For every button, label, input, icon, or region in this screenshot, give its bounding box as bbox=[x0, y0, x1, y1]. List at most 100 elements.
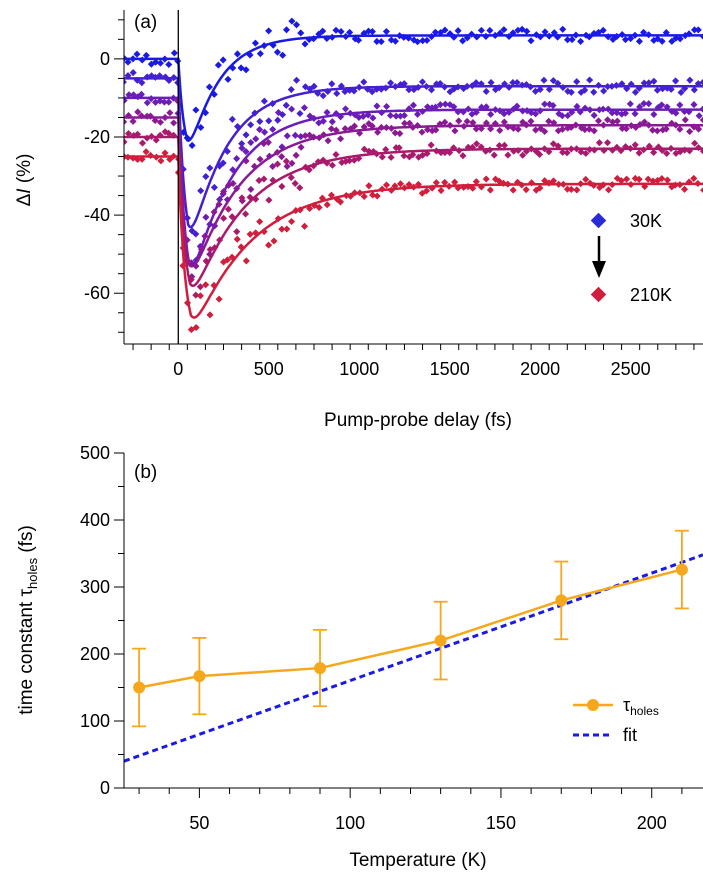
data-point bbox=[152, 58, 160, 66]
data-point bbox=[519, 151, 527, 159]
data-point bbox=[161, 149, 169, 157]
data-point bbox=[382, 27, 390, 36]
legend-fit-label: fit bbox=[623, 725, 637, 745]
data-point bbox=[631, 141, 639, 149]
panel-a-series-group bbox=[124, 17, 703, 334]
data-point bbox=[581, 126, 589, 134]
data-point bbox=[251, 39, 259, 47]
data-point bbox=[604, 116, 612, 124]
data-point bbox=[406, 119, 414, 127]
data-point bbox=[288, 105, 296, 113]
data-point bbox=[686, 76, 694, 84]
data-point bbox=[436, 101, 444, 109]
data-point bbox=[650, 148, 658, 156]
data-point bbox=[256, 155, 264, 163]
data-point bbox=[568, 36, 576, 44]
x-tick-label: 2500 bbox=[611, 359, 651, 379]
data-point bbox=[391, 129, 399, 137]
data-point bbox=[386, 111, 395, 120]
data-point bbox=[487, 110, 495, 118]
data-point bbox=[694, 26, 702, 34]
data-point bbox=[613, 117, 621, 125]
data-point bbox=[323, 201, 331, 209]
x-tick-label: 50 bbox=[189, 813, 209, 833]
data-point bbox=[618, 124, 626, 132]
data-point bbox=[695, 112, 703, 120]
data-point bbox=[500, 110, 508, 118]
data-point bbox=[599, 26, 607, 34]
data-point bbox=[621, 109, 629, 117]
data-point bbox=[336, 198, 345, 206]
data-point bbox=[441, 178, 449, 186]
data-point bbox=[676, 125, 684, 133]
data-point bbox=[513, 78, 521, 87]
data-point bbox=[391, 37, 399, 45]
data-point bbox=[608, 109, 616, 117]
tau-holes-point bbox=[193, 670, 206, 683]
data-point bbox=[242, 131, 250, 139]
data-point bbox=[256, 50, 264, 58]
data-point bbox=[378, 153, 386, 161]
data-point bbox=[215, 295, 223, 303]
data-point bbox=[377, 38, 385, 46]
data-point bbox=[138, 79, 146, 87]
data-point bbox=[482, 87, 490, 95]
data-point bbox=[676, 101, 684, 109]
data-point bbox=[423, 36, 431, 44]
legend-to-label: 210K bbox=[630, 285, 672, 305]
data-point bbox=[590, 127, 598, 135]
data-point bbox=[233, 228, 241, 236]
data-point bbox=[219, 159, 227, 167]
data-point bbox=[690, 174, 698, 182]
data-point bbox=[165, 60, 173, 69]
data-point bbox=[536, 85, 544, 94]
data-point bbox=[631, 110, 639, 118]
data-point bbox=[287, 86, 295, 94]
data-point bbox=[414, 110, 422, 118]
data-point bbox=[282, 26, 291, 34]
data-point bbox=[192, 230, 200, 238]
data-point bbox=[487, 78, 495, 87]
data-point bbox=[573, 102, 581, 110]
data-point bbox=[459, 37, 467, 45]
data-point bbox=[441, 26, 449, 34]
data-point bbox=[202, 173, 210, 181]
data-point bbox=[206, 311, 214, 319]
data-point bbox=[463, 117, 471, 125]
y-tick-label: -60 bbox=[84, 283, 110, 303]
data-point bbox=[472, 178, 480, 186]
data-point bbox=[282, 157, 290, 165]
panel-a-y-label-prefix: Δ bbox=[14, 193, 35, 206]
data-point bbox=[124, 78, 127, 86]
data-point bbox=[401, 119, 409, 127]
panel-a-x-axis-label: Pump-probe delay (fs) bbox=[324, 410, 512, 431]
data-point bbox=[427, 141, 435, 149]
data-point bbox=[205, 83, 213, 91]
data-point bbox=[137, 90, 145, 98]
tau-holes-point bbox=[133, 681, 146, 694]
data-point bbox=[621, 36, 630, 44]
data-point bbox=[663, 176, 671, 184]
data-point bbox=[256, 126, 264, 134]
data-point bbox=[166, 109, 174, 117]
data-point bbox=[549, 77, 557, 85]
data-point bbox=[623, 175, 631, 183]
data-point bbox=[686, 127, 694, 136]
legend-to-marker bbox=[590, 286, 607, 303]
fit-curve bbox=[124, 96, 703, 268]
data-point bbox=[645, 79, 653, 87]
data-point bbox=[549, 101, 557, 110]
data-point bbox=[220, 214, 228, 222]
data-point bbox=[143, 99, 151, 107]
panel-a-y-label-var: I bbox=[14, 188, 35, 194]
data-point bbox=[622, 125, 630, 133]
data-point bbox=[395, 144, 403, 152]
data-point bbox=[441, 118, 449, 126]
data-point bbox=[319, 117, 327, 125]
panel-b-series-group bbox=[123, 529, 703, 763]
data-point bbox=[558, 112, 566, 120]
data-point bbox=[202, 281, 210, 289]
data-point bbox=[523, 27, 531, 35]
data-point bbox=[278, 225, 286, 233]
data-point bbox=[269, 162, 277, 170]
